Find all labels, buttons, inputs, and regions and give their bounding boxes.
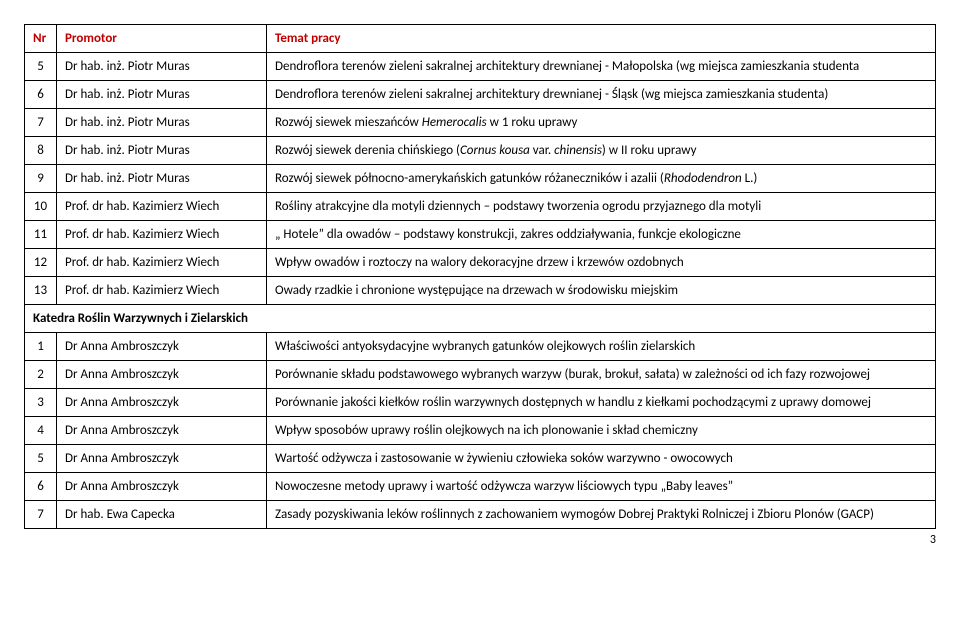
cell-temat: Rozwój siewek północno-amerykańskich gat…: [267, 165, 936, 193]
cell-temat: Wpływ sposobów uprawy roślin olejkowych …: [267, 417, 936, 445]
cell-temat: Dendroflora terenów zieleni sakralnej ar…: [267, 81, 936, 109]
cell-nr: 6: [25, 473, 57, 501]
header-nr: Nr: [25, 25, 57, 53]
cell-promotor: Prof. dr hab. Kazimierz Wiech: [57, 249, 267, 277]
cell-temat: Wpływ owadów i roztoczy na walory dekora…: [267, 249, 936, 277]
cell-nr: 4: [25, 417, 57, 445]
table-row: 7Dr hab. Ewa CapeckaZasady pozyskiwania …: [25, 501, 936, 529]
cell-nr: 5: [25, 445, 57, 473]
table-row: 7Dr hab. inż. Piotr MurasRozwój siewek m…: [25, 109, 936, 137]
section-row: Katedra Roślin Warzywnych i Zielarskich: [25, 305, 936, 333]
table-row: 8Dr hab. inż. Piotr MurasRozwój siewek d…: [25, 137, 936, 165]
cell-nr: 12: [25, 249, 57, 277]
cell-nr: 10: [25, 193, 57, 221]
cell-temat: Dendroflora terenów zieleni sakralnej ar…: [267, 53, 936, 81]
thesis-table: Nr Promotor Temat pracy 5Dr hab. inż. Pi…: [24, 24, 936, 529]
cell-temat: Rozwój siewek mieszańców Hemerocalis w 1…: [267, 109, 936, 137]
cell-nr: 3: [25, 389, 57, 417]
table-row: 11Prof. dr hab. Kazimierz Wiech„ Hotele”…: [25, 221, 936, 249]
cell-promotor: Dr hab. inż. Piotr Muras: [57, 81, 267, 109]
cell-temat: Owady rzadkie i chronione występujące na…: [267, 277, 936, 305]
cell-promotor: Dr Anna Ambroszczyk: [57, 389, 267, 417]
cell-nr: 6: [25, 81, 57, 109]
cell-promotor: Dr hab. inż. Piotr Muras: [57, 137, 267, 165]
cell-nr: 8: [25, 137, 57, 165]
table-row: 3Dr Anna AmbroszczykPorównanie jakości k…: [25, 389, 936, 417]
header-promotor: Promotor: [57, 25, 267, 53]
table-row: 5Dr Anna AmbroszczykWartość odżywcza i z…: [25, 445, 936, 473]
table-row: 1Dr Anna AmbroszczykWłaściwości antyoksy…: [25, 333, 936, 361]
cell-promotor: Dr hab. inż. Piotr Muras: [57, 165, 267, 193]
cell-promotor: Prof. dr hab. Kazimierz Wiech: [57, 193, 267, 221]
table-row: 12Prof. dr hab. Kazimierz WiechWpływ owa…: [25, 249, 936, 277]
cell-nr: 7: [25, 501, 57, 529]
cell-temat: „ Hotele” dla owadów – podstawy konstruk…: [267, 221, 936, 249]
cell-temat: Porównanie jakości kiełków roślin warzyw…: [267, 389, 936, 417]
cell-promotor: Prof. dr hab. Kazimierz Wiech: [57, 221, 267, 249]
cell-temat: Porównanie składu podstawowego wybranych…: [267, 361, 936, 389]
cell-nr: 9: [25, 165, 57, 193]
cell-promotor: Prof. dr hab. Kazimierz Wiech: [57, 277, 267, 305]
cell-promotor: Dr Anna Ambroszczyk: [57, 361, 267, 389]
header-temat: Temat pracy: [267, 25, 936, 53]
cell-promotor: Dr Anna Ambroszczyk: [57, 445, 267, 473]
table-row: 6Dr hab. inż. Piotr MurasDendroflora ter…: [25, 81, 936, 109]
table-row: 2Dr Anna AmbroszczykPorównanie składu po…: [25, 361, 936, 389]
table-header-row: Nr Promotor Temat pracy: [25, 25, 936, 53]
table-row: 10Prof. dr hab. Kazimierz WiechRośliny a…: [25, 193, 936, 221]
cell-nr: 2: [25, 361, 57, 389]
table-row: 4Dr Anna AmbroszczykWpływ sposobów upraw…: [25, 417, 936, 445]
cell-temat: Rośliny atrakcyjne dla motyli dziennych …: [267, 193, 936, 221]
table-row: 13Prof. dr hab. Kazimierz WiechOwady rza…: [25, 277, 936, 305]
cell-temat: Właściwości antyoksydacyjne wybranych ga…: [267, 333, 936, 361]
table-row: 9Dr hab. inż. Piotr MurasRozwój siewek p…: [25, 165, 936, 193]
cell-promotor: Dr hab. Ewa Capecka: [57, 501, 267, 529]
cell-promotor: Dr Anna Ambroszczyk: [57, 473, 267, 501]
table-row: 5Dr hab. inż. Piotr MurasDendroflora ter…: [25, 53, 936, 81]
cell-temat: Zasady pozyskiwania leków roślinnych z z…: [267, 501, 936, 529]
cell-temat: Rozwój siewek derenia chińskiego (Cornus…: [267, 137, 936, 165]
cell-promotor: Dr Anna Ambroszczyk: [57, 333, 267, 361]
cell-nr: 5: [25, 53, 57, 81]
cell-temat: Nowoczesne metody uprawy i wartość odżyw…: [267, 473, 936, 501]
cell-temat: Wartość odżywcza i zastosowanie w żywien…: [267, 445, 936, 473]
cell-promotor: Dr hab. inż. Piotr Muras: [57, 53, 267, 81]
table-row: 6Dr Anna AmbroszczykNowoczesne metody up…: [25, 473, 936, 501]
cell-nr: 1: [25, 333, 57, 361]
cell-nr: 11: [25, 221, 57, 249]
page-number: 3: [24, 529, 936, 547]
cell-nr: 7: [25, 109, 57, 137]
cell-nr: 13: [25, 277, 57, 305]
cell-promotor: Dr hab. inż. Piotr Muras: [57, 109, 267, 137]
cell-promotor: Dr Anna Ambroszczyk: [57, 417, 267, 445]
section-title: Katedra Roślin Warzywnych i Zielarskich: [25, 305, 936, 333]
